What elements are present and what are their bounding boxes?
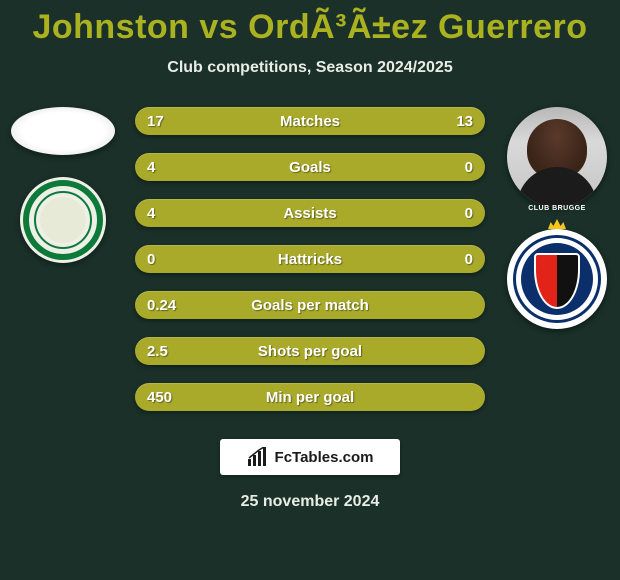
stat-p1-value: 450 bbox=[147, 389, 172, 406]
stat-p2-value: 0 bbox=[465, 205, 473, 222]
snapshot-date: 25 november 2024 bbox=[0, 493, 620, 511]
stat-label: Shots per goal bbox=[135, 343, 485, 360]
stat-row: 4 Goals 0 bbox=[135, 153, 485, 181]
clover-icon bbox=[49, 206, 77, 234]
club-ring-text: CLUB BRUGGE bbox=[507, 205, 607, 212]
competition-subtitle: Club competitions, Season 2024/2025 bbox=[0, 59, 620, 77]
stat-p2-value: 0 bbox=[465, 251, 473, 268]
stat-row: 2.5 Shots per goal bbox=[135, 337, 485, 365]
page-title: Johnston vs OrdÃ³Ã±ez Guerrero bbox=[0, 0, 620, 47]
stat-label: Min per goal bbox=[135, 389, 485, 406]
player1-photo bbox=[11, 107, 115, 155]
crown-icon bbox=[548, 219, 566, 229]
stat-p2-value: 13 bbox=[456, 113, 473, 130]
stat-p1-value: 0.24 bbox=[147, 297, 176, 314]
stat-label: Goals bbox=[135, 159, 485, 176]
stat-p1-value: 17 bbox=[147, 113, 164, 130]
stat-p1-value: 2.5 bbox=[147, 343, 168, 360]
brand-badge: FcTables.com bbox=[220, 439, 400, 475]
stat-label: Matches bbox=[135, 113, 485, 130]
player1-club-logo bbox=[20, 177, 106, 263]
player2-club-logo: CLUB BRUGGE bbox=[507, 229, 607, 329]
stat-row: 0 Hattricks 0 bbox=[135, 245, 485, 273]
shield-icon bbox=[534, 253, 580, 309]
stat-p1-value: 4 bbox=[147, 159, 155, 176]
stat-row: 4 Assists 0 bbox=[135, 199, 485, 227]
stats-list: 17 Matches 13 4 Goals 0 4 Assists 0 0 Ha… bbox=[135, 107, 485, 411]
stat-p1-value: 0 bbox=[147, 251, 155, 268]
stat-label: Assists bbox=[135, 205, 485, 222]
stat-row: 17 Matches 13 bbox=[135, 107, 485, 135]
stat-row: 0.24 Goals per match bbox=[135, 291, 485, 319]
stat-p2-value: 0 bbox=[465, 159, 473, 176]
stat-row: 450 Min per goal bbox=[135, 383, 485, 411]
player2-column: CLUB BRUGGE bbox=[502, 107, 612, 329]
comparison-panel: CLUB BRUGGE 17 Matches 13 4 Goals 0 4 As… bbox=[0, 107, 620, 411]
brand-text: FcTables.com bbox=[275, 449, 374, 466]
player2-photo bbox=[507, 107, 607, 207]
chart-icon bbox=[247, 447, 269, 467]
stat-p1-value: 4 bbox=[147, 205, 155, 222]
stat-label: Goals per match bbox=[135, 297, 485, 314]
stat-label: Hattricks bbox=[135, 251, 485, 268]
player1-column bbox=[8, 107, 118, 263]
